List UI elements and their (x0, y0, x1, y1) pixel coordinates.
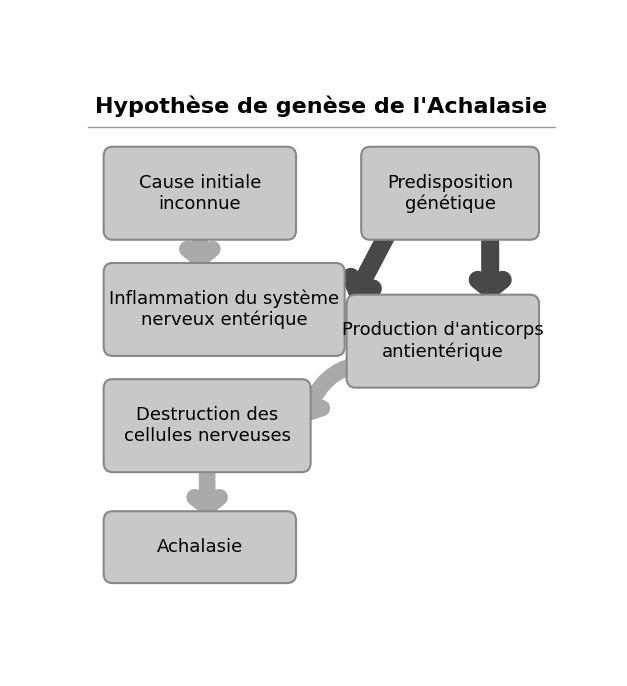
Text: Achalasie: Achalasie (157, 538, 243, 556)
FancyBboxPatch shape (347, 295, 539, 388)
FancyBboxPatch shape (103, 511, 296, 583)
FancyBboxPatch shape (103, 379, 310, 472)
Text: Production d'anticorps
antientérique: Production d'anticorps antientérique (342, 322, 544, 361)
FancyBboxPatch shape (361, 147, 539, 239)
Text: Destruction des
cellules nerveuses: Destruction des cellules nerveuses (124, 406, 291, 445)
Text: Hypothèse de genèse de l'Achalasie: Hypothèse de genèse de l'Achalasie (95, 95, 547, 117)
Text: Cause initiale
inconnue: Cause initiale inconnue (139, 174, 261, 213)
FancyBboxPatch shape (103, 147, 296, 239)
Text: Inflammation du système
nerveux entérique: Inflammation du système nerveux entériqu… (109, 289, 339, 329)
Text: Predisposition
génétique: Predisposition génétique (387, 174, 513, 213)
FancyBboxPatch shape (103, 263, 345, 356)
